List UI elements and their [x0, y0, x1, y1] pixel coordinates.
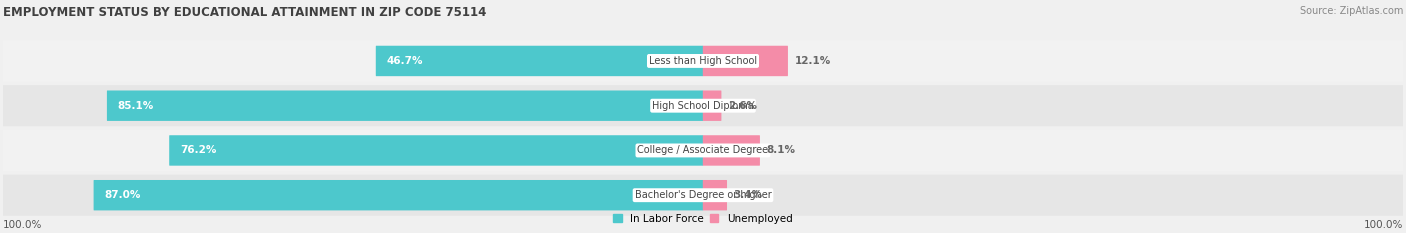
- Text: College / Associate Degree: College / Associate Degree: [637, 145, 769, 155]
- Text: Bachelor's Degree or higher: Bachelor's Degree or higher: [634, 190, 772, 200]
- FancyBboxPatch shape: [703, 135, 759, 166]
- Text: 100.0%: 100.0%: [1364, 220, 1403, 230]
- FancyBboxPatch shape: [3, 130, 1403, 171]
- Text: High School Diploma: High School Diploma: [652, 101, 754, 111]
- FancyBboxPatch shape: [375, 46, 703, 76]
- FancyBboxPatch shape: [94, 180, 703, 210]
- Text: Less than High School: Less than High School: [650, 56, 756, 66]
- FancyBboxPatch shape: [703, 46, 787, 76]
- FancyBboxPatch shape: [3, 40, 1403, 82]
- Text: 3.4%: 3.4%: [734, 190, 763, 200]
- Text: 76.2%: 76.2%: [180, 145, 217, 155]
- Text: EMPLOYMENT STATUS BY EDUCATIONAL ATTAINMENT IN ZIP CODE 75114: EMPLOYMENT STATUS BY EDUCATIONAL ATTAINM…: [3, 6, 486, 19]
- Text: 46.7%: 46.7%: [387, 56, 423, 66]
- Text: 85.1%: 85.1%: [118, 101, 153, 111]
- Legend: In Labor Force, Unemployed: In Labor Force, Unemployed: [609, 209, 797, 228]
- FancyBboxPatch shape: [107, 90, 703, 121]
- Text: Source: ZipAtlas.com: Source: ZipAtlas.com: [1301, 6, 1403, 16]
- FancyBboxPatch shape: [703, 180, 727, 210]
- FancyBboxPatch shape: [169, 135, 703, 166]
- Text: 87.0%: 87.0%: [104, 190, 141, 200]
- Text: 8.1%: 8.1%: [766, 145, 796, 155]
- Text: 12.1%: 12.1%: [794, 56, 831, 66]
- FancyBboxPatch shape: [703, 90, 721, 121]
- Text: 2.6%: 2.6%: [728, 101, 758, 111]
- Text: 100.0%: 100.0%: [3, 220, 42, 230]
- FancyBboxPatch shape: [3, 85, 1403, 126]
- FancyBboxPatch shape: [3, 175, 1403, 216]
